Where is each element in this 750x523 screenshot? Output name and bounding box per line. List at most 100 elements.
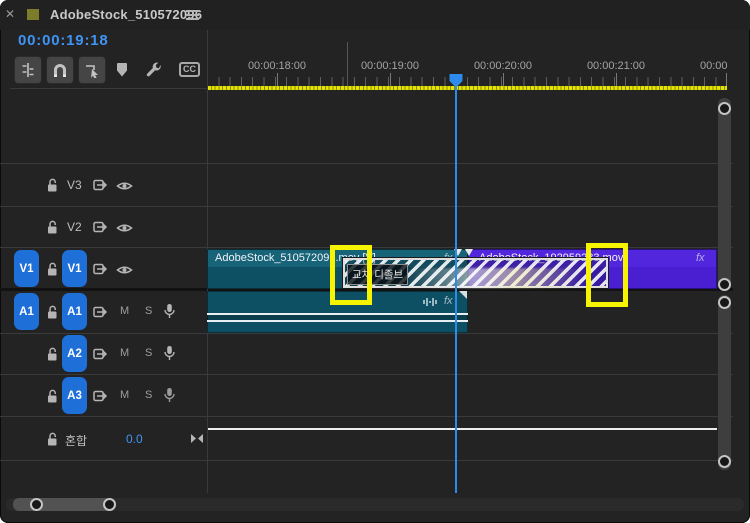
voiceover-mic-icon[interactable] bbox=[164, 345, 175, 361]
source-patch-badge[interactable]: A1 bbox=[14, 293, 39, 330]
horizontal-scrollbar-thumb[interactable] bbox=[13, 498, 116, 511]
nest-toggle-button[interactable] bbox=[14, 56, 42, 84]
voiceover-mic-icon[interactable] bbox=[164, 387, 175, 403]
track-divider bbox=[0, 163, 733, 164]
track-output-eye-icon[interactable] bbox=[116, 264, 133, 276]
solo-button[interactable]: S bbox=[145, 389, 153, 401]
marker-icon bbox=[117, 63, 127, 77]
track-lock-icon[interactable] bbox=[46, 178, 58, 193]
cross-dissolve-transition[interactable]: 교차 디졸브 bbox=[342, 257, 609, 289]
time-ruler[interactable]: 00:00:18:00 00:00:19:00 00:00:20:00 00:0… bbox=[207, 30, 727, 91]
mute-button[interactable]: M bbox=[120, 347, 130, 359]
sync-lock-icon[interactable] bbox=[93, 348, 109, 361]
audio-clip-1[interactable]: fx bbox=[207, 291, 468, 333]
track-header-a3: A3 M S bbox=[0, 375, 207, 417]
solo-button[interactable]: S bbox=[145, 305, 153, 317]
track-header-v2: V2 bbox=[0, 207, 207, 248]
sync-lock-icon[interactable] bbox=[93, 263, 109, 276]
track-lock-icon[interactable] bbox=[46, 347, 58, 362]
ruler-label: 00:00:21:00 bbox=[586, 60, 646, 72]
captions-button[interactable]: CC bbox=[179, 62, 200, 77]
playhead-line[interactable] bbox=[455, 87, 457, 493]
cut-point-marker bbox=[465, 249, 473, 256]
track-lock-icon[interactable] bbox=[46, 262, 58, 277]
playhead-timecode[interactable]: 00:00:19:18 bbox=[18, 32, 109, 49]
panel-menu-icon[interactable] bbox=[186, 10, 199, 20]
linked-selection-button[interactable] bbox=[78, 56, 106, 84]
track-divider bbox=[0, 333, 733, 334]
ruler-minor-ticks bbox=[207, 77, 727, 86]
source-patch-badge[interactable]: V1 bbox=[14, 250, 39, 287]
sync-lock-icon[interactable] bbox=[93, 221, 109, 234]
snap-toggle-button[interactable] bbox=[46, 56, 74, 84]
nest-icon bbox=[22, 63, 34, 77]
master-volume-line[interactable] bbox=[208, 428, 717, 430]
cut-point-marker bbox=[454, 249, 462, 256]
ruler-major-tick bbox=[503, 73, 504, 86]
track-name[interactable]: V2 bbox=[67, 220, 82, 234]
track-header-v3: V3 bbox=[0, 163, 207, 207]
wrench-icon bbox=[146, 62, 161, 77]
panel-accent-square bbox=[27, 9, 39, 20]
track-header-a1: A1 A1 M S bbox=[0, 290, 207, 333]
track-divider bbox=[0, 460, 733, 461]
playhead-head[interactable] bbox=[448, 73, 464, 94]
linked-selection-icon bbox=[86, 65, 98, 78]
video-clip-1-name: AdobeStock_510572096.mov [V] bbox=[215, 252, 376, 264]
magnet-icon bbox=[54, 63, 66, 77]
mute-button[interactable]: M bbox=[120, 389, 130, 401]
master-level-value[interactable]: 0.0 bbox=[126, 432, 143, 446]
target-track-badge[interactable]: A2 bbox=[62, 335, 87, 372]
clip-corner-fold bbox=[459, 291, 467, 299]
audio-gain-line[interactable] bbox=[207, 313, 468, 315]
audio-gain-line[interactable] bbox=[207, 320, 468, 322]
sync-lock-icon[interactable] bbox=[93, 179, 109, 192]
tab-title[interactable]: AdobeStock_510572096 bbox=[50, 7, 203, 22]
audio-clip-1-fx-badge: fx bbox=[444, 295, 453, 307]
target-track-badge[interactable]: A3 bbox=[62, 377, 87, 414]
horizontal-scrollbar-track[interactable] bbox=[6, 498, 744, 511]
track-output-eye-icon[interactable] bbox=[116, 180, 133, 192]
ruler-major-tick bbox=[390, 73, 391, 86]
audio-tracks-scrollbar[interactable] bbox=[718, 295, 731, 470]
video-tracks-scrollbar[interactable] bbox=[718, 98, 731, 291]
timeline-settings-button[interactable] bbox=[145, 62, 162, 79]
ruler-major-tick bbox=[616, 73, 617, 86]
track-name[interactable]: V3 bbox=[67, 178, 82, 192]
scrollbar-zoom-handle[interactable] bbox=[103, 498, 116, 511]
scrollbar-zoom-handle[interactable] bbox=[718, 455, 731, 468]
close-icon[interactable]: ✕ bbox=[5, 7, 16, 21]
scrollbar-zoom-handle[interactable] bbox=[718, 296, 731, 309]
ruler-major-tick bbox=[277, 73, 278, 86]
scrollbar-zoom-handle[interactable] bbox=[718, 102, 731, 115]
voiceover-mic-icon[interactable] bbox=[164, 303, 175, 319]
transition-label: 교차 디졸브 bbox=[347, 264, 409, 285]
edit-point-line bbox=[347, 42, 348, 88]
ruler-label: 00:00 bbox=[700, 60, 727, 72]
video-audio-divider bbox=[0, 288, 733, 291]
scrollbar-zoom-handle[interactable] bbox=[30, 498, 43, 511]
ruler-major-tick bbox=[726, 73, 727, 86]
highlight-box-transition-end bbox=[586, 243, 628, 307]
target-track-badge[interactable]: A1 bbox=[62, 293, 87, 330]
work-area-bar-ticks bbox=[207, 86, 727, 90]
sync-lock-icon[interactable] bbox=[93, 390, 109, 403]
track-output-eye-icon[interactable] bbox=[116, 222, 133, 234]
mute-button[interactable]: M bbox=[120, 305, 130, 317]
audio-waveform-icon bbox=[422, 296, 437, 307]
video-clip-2-fx-badge: fx bbox=[696, 252, 705, 264]
target-track-badge[interactable]: V1 bbox=[62, 250, 87, 287]
track-lock-icon[interactable] bbox=[46, 432, 58, 447]
sync-lock-icon[interactable] bbox=[93, 306, 109, 319]
scrollbar-zoom-handle[interactable] bbox=[718, 278, 731, 291]
keyframe-navigator-icon[interactable] bbox=[190, 433, 204, 444]
transition-thumbnail-glow bbox=[405, 268, 585, 288]
solo-button[interactable]: S bbox=[145, 347, 153, 359]
track-divider bbox=[0, 374, 733, 375]
track-lock-icon[interactable] bbox=[46, 389, 58, 404]
highlight-box-transition-start bbox=[330, 245, 372, 305]
track-lock-icon[interactable] bbox=[46, 220, 58, 235]
track-lock-icon[interactable] bbox=[46, 305, 58, 320]
add-marker-button[interactable] bbox=[116, 62, 128, 78]
